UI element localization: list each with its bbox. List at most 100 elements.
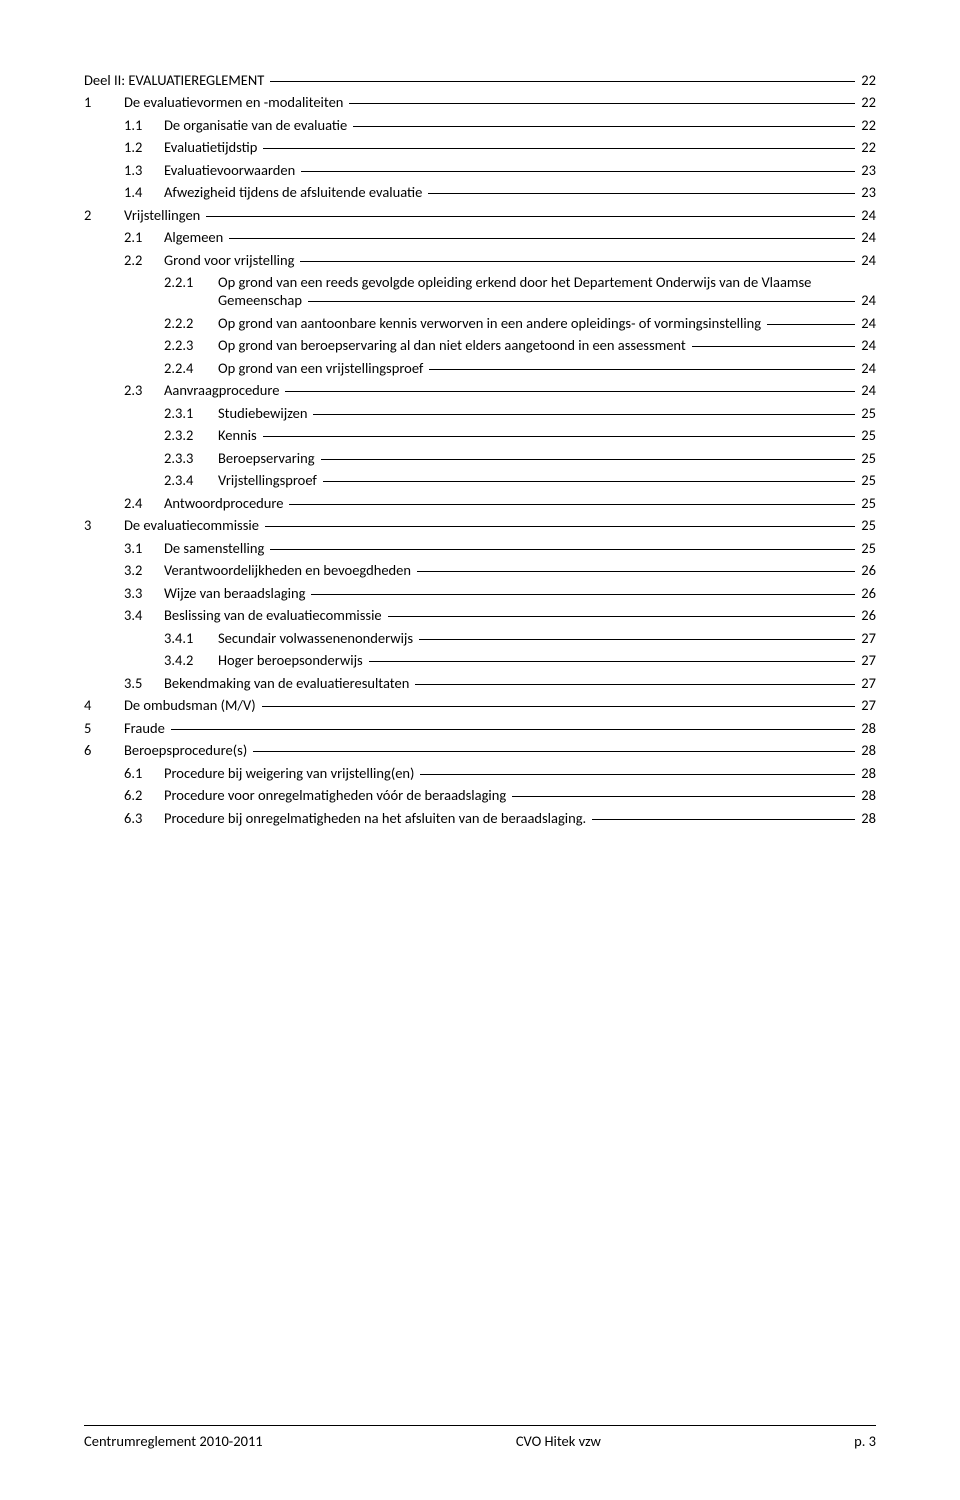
toc-leader (419, 625, 855, 640)
toc-label: Algemeen (164, 228, 227, 246)
toc-entry: 2.2.2Op grond van aantoonbare kennis ver… (84, 313, 876, 332)
toc-number: 2.2.2 (164, 314, 218, 332)
toc-label: Procedure voor onregelmatigheden vóór de… (164, 786, 510, 804)
toc-leader (300, 247, 855, 262)
toc-entry: 3.4Beslissing van de evaluatiecommissie2… (84, 606, 876, 625)
toc-entry: 2Vrijstellingen24 (84, 205, 876, 224)
toc-number: 1 (84, 93, 124, 111)
toc-entry: 3De evaluatiecommissie25 (84, 516, 876, 535)
toc-label: Hoger beroepsonderwijs (218, 651, 367, 669)
toc-number: 3.3 (124, 584, 164, 602)
toc-page: 22 (857, 93, 876, 111)
toc-label: Afwezigheid tijdens de afsluitende evalu… (164, 183, 426, 201)
toc-page: 22 (857, 116, 876, 134)
toc-entry: 3.4.1Secundair volwassenenonderwijs27 (84, 628, 876, 647)
toc-label: Beslissing van de evaluatiecommissie (164, 606, 386, 624)
toc-label: De evaluatiecommissie (124, 516, 263, 534)
toc-leader (270, 535, 855, 550)
toc-number: 3.2 (124, 561, 164, 579)
toc-page: 25 (857, 539, 876, 557)
footer-center: CVO Hitek vzw (516, 1432, 601, 1450)
toc-page: 25 (857, 404, 876, 422)
toc-number: 6 (84, 741, 124, 759)
toc-leader (321, 445, 856, 460)
toc-label: Beroepsprocedure(s) (124, 741, 251, 759)
toc-leader (388, 603, 856, 618)
toc-page: 24 (857, 381, 876, 399)
toc-page: 25 (857, 516, 876, 534)
toc-leader (263, 423, 856, 438)
toc-entry: 2.2Grond voor vrijstelling24 (84, 250, 876, 269)
toc-page: 24 (857, 314, 876, 332)
toc-label: Evaluatietijdstip (164, 138, 261, 156)
toc-page: 25 (857, 471, 876, 489)
toc-number: 2.3 (124, 381, 164, 399)
toc-number: 3.4.2 (164, 651, 218, 669)
toc-leader (206, 202, 855, 217)
toc-leader (270, 67, 855, 82)
toc-entry: 3.2Verantwoordelijkheden en bevoegdheden… (84, 561, 876, 580)
toc-page: 26 (857, 584, 876, 602)
toc-entry: 2.3.2Kennis25 (84, 426, 876, 445)
toc-number: 3.1 (124, 539, 164, 557)
toc-label: Op grond van beroepservaring al dan niet… (218, 336, 690, 354)
toc-entry: Deel II: EVALUATIEREGLEMENT22 (84, 70, 876, 89)
toc-page: 27 (857, 674, 876, 692)
toc-label: Gemeenschap (218, 291, 306, 309)
toc-entry: 5Fraude28 (84, 718, 876, 737)
toc-leader (349, 90, 855, 105)
toc-label: Vrijstellingsproef (218, 471, 321, 489)
toc-label: Studiebewijzen (218, 404, 311, 422)
toc-number: 2.2.1 (164, 273, 218, 291)
toc-leader (263, 135, 855, 150)
toc-label: Antwoordprocedure (164, 494, 287, 512)
toc-page: 22 (857, 71, 876, 89)
toc-entry: 2.3.3Beroepservaring25 (84, 448, 876, 467)
toc-leader (262, 693, 856, 708)
toc-label: Evaluatievoorwaarden (164, 161, 299, 179)
toc-page: 26 (857, 561, 876, 579)
toc-page: 24 (857, 291, 876, 309)
toc-number: 6.1 (124, 764, 164, 782)
toc-entry: 2.2.3Op grond van beroepservaring al dan… (84, 336, 876, 355)
toc-number: 2.3.2 (164, 426, 218, 444)
toc-number: 4 (84, 696, 124, 714)
toc-leader (265, 513, 855, 528)
toc-entry: 1.1De organisatie van de evaluatie22 (84, 115, 876, 134)
toc-page: 22 (857, 138, 876, 156)
toc-label: Wijze van beraadslaging (164, 584, 309, 602)
toc-label: Procedure bij weigering van vrijstelling… (164, 764, 418, 782)
toc-leader (369, 648, 856, 663)
toc-label: Procedure bij onregelmatigheden na het a… (164, 809, 590, 827)
toc-page: 23 (857, 161, 876, 179)
toc-page: 28 (857, 741, 876, 759)
toc-number: 1.4 (124, 183, 164, 201)
toc-page: 27 (857, 629, 876, 647)
toc-label: Bekendmaking van de evaluatieresultaten (164, 674, 413, 692)
toc-page: 24 (857, 359, 876, 377)
toc-number: 1.2 (124, 138, 164, 156)
toc-number: 6.2 (124, 786, 164, 804)
toc-number: 2.4 (124, 494, 164, 512)
toc-leader (428, 180, 855, 195)
toc-page: 28 (857, 764, 876, 782)
toc-label: De samenstelling (164, 539, 268, 557)
toc-leader (171, 715, 855, 730)
toc-number: 6.3 (124, 809, 164, 827)
toc-entry: 3.4.2Hoger beroepsonderwijs27 (84, 651, 876, 670)
toc-label: Verantwoordelijkheden en bevoegdheden (164, 561, 415, 579)
toc-leader (353, 112, 855, 127)
toc-page: 25 (857, 494, 876, 512)
toc-number: 2.3.3 (164, 449, 218, 467)
toc-entry: 2.3.1Studiebewijzen25 (84, 403, 876, 422)
toc-label: Grond voor vrijstelling (164, 251, 298, 269)
toc-page: 24 (857, 251, 876, 269)
toc-number: 2.3.4 (164, 471, 218, 489)
toc-label: Aanvraagprocedure (164, 381, 283, 399)
toc-leader (692, 333, 856, 348)
toc-label: De ombudsman (M/V) (124, 696, 260, 714)
toc-leader (429, 355, 855, 370)
toc-page: 28 (857, 786, 876, 804)
toc-entry: 1De evaluatievormen en -modaliteiten22 (84, 93, 876, 112)
toc-leader (420, 760, 855, 775)
